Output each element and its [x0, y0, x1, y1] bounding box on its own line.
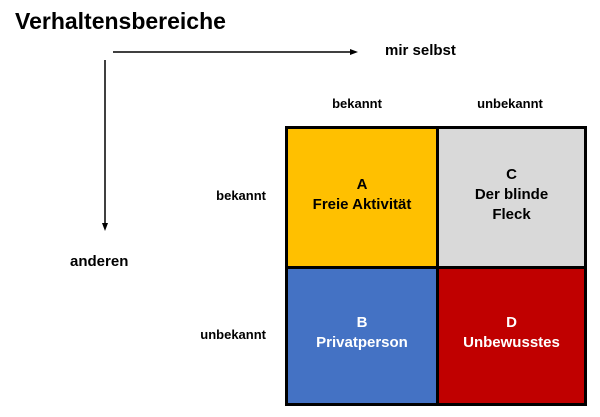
quadrant-c: C Der blinde Fleck [439, 129, 584, 266]
row-header-unknown: unbekannt [200, 327, 266, 342]
quadrant-name: Der blinde Fleck [474, 185, 549, 223]
quadrant-b: B Privatperson [288, 269, 436, 403]
quadrant-name: Unbewusstes [463, 334, 560, 351]
arrow-right-icon [113, 49, 358, 55]
arrow-down-icon [102, 60, 108, 231]
axis-label-self: mir selbst [385, 42, 456, 59]
axis-label-others: anderen [70, 253, 129, 270]
johari-grid: A Freie Aktivität C Der blinde Fleck B P… [285, 126, 587, 406]
quadrant-d: D Unbewusstes [439, 269, 584, 403]
column-header-known: bekannt [332, 96, 382, 111]
page-title: Verhaltensbereiche [15, 8, 226, 34]
quadrant-letter: C [506, 165, 517, 183]
column-header-unknown: unbekannt [477, 96, 543, 111]
quadrant-letter: B [356, 314, 368, 331]
row-header-known: bekannt [216, 188, 266, 203]
quadrant-a: A Freie Aktivität [288, 129, 436, 266]
quadrant-letter: A [356, 175, 368, 193]
quadrant-letter: D [506, 314, 517, 331]
quadrant-name: Privatperson [316, 334, 408, 351]
quadrant-name: Freie Aktivität [312, 195, 412, 213]
